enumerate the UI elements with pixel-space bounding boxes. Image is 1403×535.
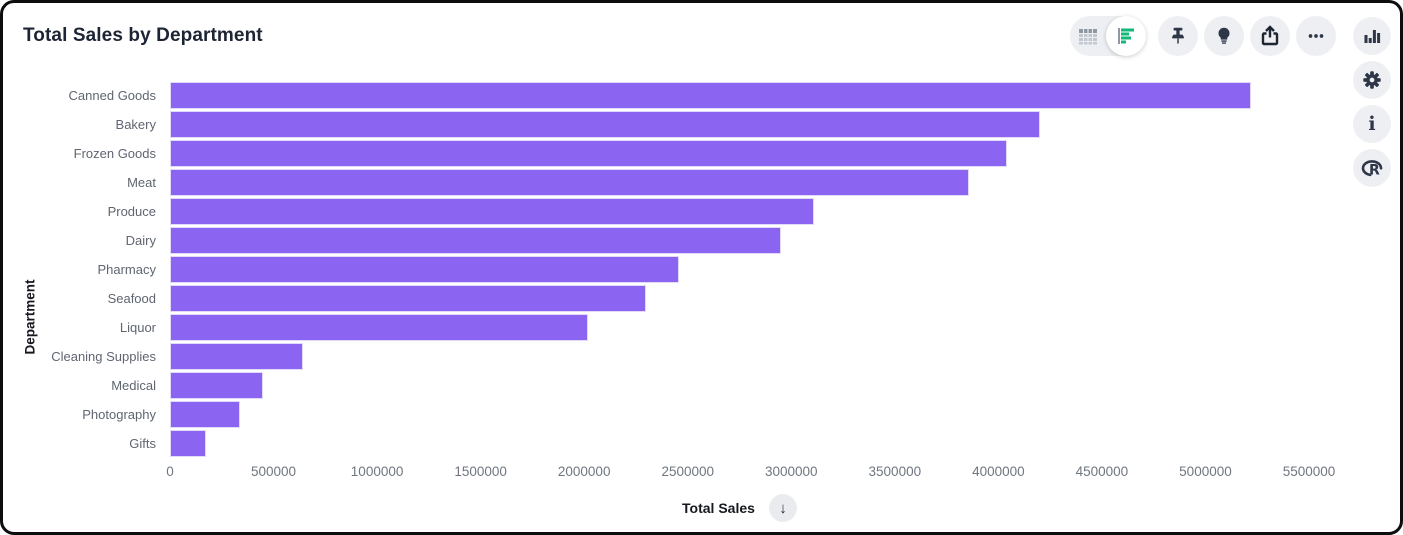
bar-track [170,429,1309,458]
column-chart-icon [1362,26,1382,46]
category-label: Produce [107,204,156,219]
x-tick-label: 1000000 [350,464,404,479]
bar-track [170,110,1309,139]
ellipsis-icon [1305,25,1327,47]
category-label: Cleaning Supplies [51,349,156,364]
info-icon: i [1368,112,1376,135]
bar-row: Cleaning Supplies [3,342,1363,371]
x-axis-title-row: Total Sales ↓ [170,494,1309,522]
right-rail: i R [1353,17,1391,187]
x-tick-label: 3000000 [764,464,818,479]
category-label: Frozen Goods [73,146,156,161]
info-button[interactable]: i [1353,105,1391,143]
bar[interactable] [170,256,680,283]
bar[interactable] [170,430,207,457]
bar-row: Canned Goods [3,81,1363,110]
share-icon [1258,24,1282,48]
bar-row: Bakery [3,110,1363,139]
bar-row: Seafood [3,284,1363,313]
more-options-button[interactable] [1296,16,1336,56]
bar-track [170,226,1309,255]
x-tick-label: 5500000 [1282,464,1336,479]
pin-button[interactable] [1158,16,1198,56]
x-tick-label: 4000000 [972,464,1025,479]
bar-row: Produce [3,197,1363,226]
bar-track [170,313,1309,342]
bar-track [170,255,1309,284]
bar-track [170,81,1309,110]
bar-row: Medical [3,371,1363,400]
bar-track [170,371,1309,400]
page-title: Total Sales by Department [23,25,263,46]
sort-descending-button[interactable]: ↓ [768,494,797,522]
y-axis-title: Department [22,279,38,355]
bar-track [170,400,1309,429]
x-tick-label: 500000 [251,464,297,479]
bar[interactable] [170,82,1251,109]
bar[interactable] [170,343,303,370]
bar-row: Photography [3,400,1363,429]
view-toggle [1070,16,1146,56]
bar-row: Liquor [3,313,1363,342]
x-axis-title: Total Sales [682,500,755,516]
bar[interactable] [170,372,264,399]
bar-track [170,168,1309,197]
settings-button[interactable] [1353,61,1391,99]
bar-row: Frozen Goods [3,139,1363,168]
x-tick-label: 2500000 [661,464,714,479]
category-label: Dairy [125,233,156,248]
gear-icon [1361,69,1383,91]
lightbulb-icon [1213,25,1235,47]
bar-track [170,139,1309,168]
bar-track [170,197,1309,226]
category-label: Canned Goods [68,88,156,103]
bar-chart-view-button[interactable] [1106,16,1146,56]
bar[interactable] [170,227,781,254]
x-tick-label: 4500000 [1075,464,1129,479]
x-tick-label: 1500000 [454,464,507,479]
pin-icon [1167,25,1189,47]
bar-row: Gifts [3,429,1363,458]
bar-track [170,342,1309,371]
table-view-button[interactable] [1070,16,1106,56]
category-label: Pharmacy [97,262,156,277]
category-label: Photography [82,407,156,422]
bar[interactable] [170,169,970,196]
r-logo-button[interactable]: R [1353,149,1391,187]
x-tick-label: 0 [166,464,174,479]
x-axis-ticks: 0 500000 1000000 1500000 2000000 2500000 30000… [166,462,1335,486]
category-label: Liquor [119,320,156,335]
bar[interactable] [170,401,241,428]
bar[interactable] [170,198,815,225]
bar[interactable] [170,140,1007,167]
share-button[interactable] [1250,16,1290,56]
x-tick-label: 2000000 [557,464,611,479]
bar-track [170,284,1309,313]
chart-rows: Canned Goods Bakery Frozen Goods Meat Produc… [3,81,1363,458]
bar[interactable] [170,111,1040,138]
bar-chart-view-icon [1116,27,1136,45]
category-label: Gifts [129,436,156,451]
chart-panel-button[interactable] [1353,17,1391,55]
category-label: Seafood [107,291,156,306]
category-label: Bakery [115,117,156,132]
arrow-down-icon: ↓ [779,499,787,517]
bar[interactable] [170,314,589,341]
r-logo-icon: R [1360,157,1384,179]
bar-row: Meat [3,168,1363,197]
toolbar [1070,16,1336,56]
bar-row: Dairy [3,226,1363,255]
svg-text:R: R [1369,163,1380,179]
x-tick-label: 3500000 [868,464,922,479]
x-tick-label: 5000000 [1179,464,1232,479]
table-view-icon [1078,28,1098,45]
bar[interactable] [170,285,647,312]
bar-chart: Department Canned Goods Bakery Frozen Good… [3,81,1363,522]
bar-row: Pharmacy [3,255,1363,284]
category-label: Meat [127,175,156,190]
category-label: Medical [111,378,156,393]
insights-button[interactable] [1204,16,1244,56]
